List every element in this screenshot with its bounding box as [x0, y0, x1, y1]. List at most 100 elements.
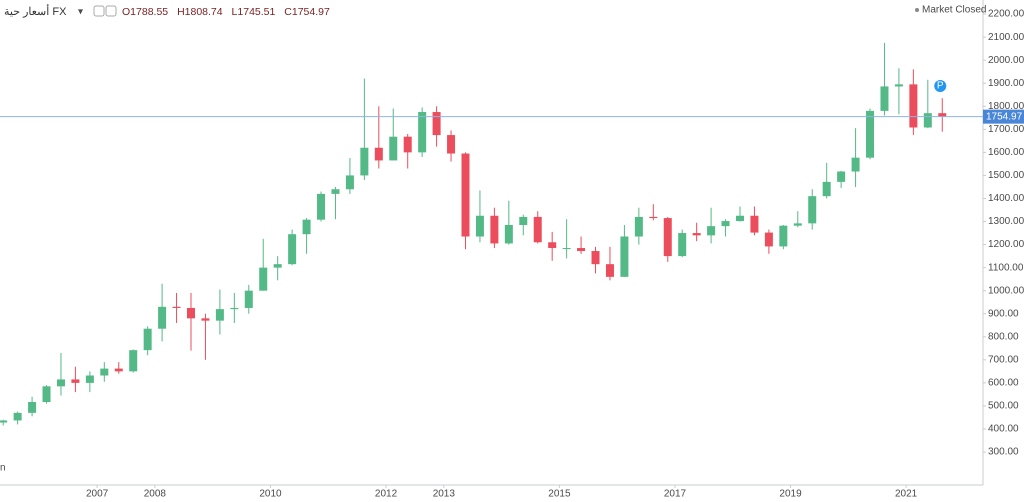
candle-body	[42, 386, 51, 403]
y-tick-label: 1900.00	[988, 78, 1024, 89]
ohlc-header: O1788.55 H1808.74 L1745.51 C1754.97	[122, 6, 330, 18]
candle-body	[403, 136, 412, 153]
y-tick-label: 500.00	[988, 401, 1019, 412]
candle-body	[735, 215, 744, 222]
candle-body	[302, 219, 311, 235]
candle-body	[114, 368, 123, 372]
candle-body	[172, 306, 181, 308]
y-tick-label: 1700.00	[988, 124, 1024, 135]
candle-body	[649, 216, 658, 219]
candle-body	[894, 84, 903, 87]
y-tick-label: 300.00	[988, 447, 1019, 458]
candle-body	[244, 290, 253, 308]
y-tick-label: 2000.00	[988, 55, 1024, 66]
candle-body	[28, 402, 37, 413]
candle-body	[663, 218, 672, 257]
candle-body	[432, 112, 441, 136]
high-label: H	[177, 6, 185, 18]
y-tick-label: 2100.00	[988, 32, 1024, 43]
x-tick-label: 2012	[375, 489, 398, 500]
x-tick-label: 2010	[259, 489, 282, 500]
x-tick-label: 2008	[144, 489, 167, 500]
close-label: C	[284, 6, 292, 18]
candle-body	[620, 236, 629, 277]
candle-body	[866, 110, 875, 158]
open-value: 1788.55	[130, 6, 168, 18]
candle-body	[345, 175, 354, 190]
candle-body	[259, 267, 268, 291]
candle-body	[317, 193, 326, 220]
dropdown-arrow[interactable]: ▾	[78, 7, 83, 18]
x-tick-label: 2007	[86, 489, 109, 500]
candle-body	[100, 368, 109, 376]
candle-body	[692, 233, 701, 236]
candle-body	[288, 234, 297, 265]
candle-body	[851, 157, 860, 172]
marker-label: P	[937, 81, 944, 92]
candle-body	[143, 328, 152, 351]
candle-body	[389, 136, 398, 161]
candle-body	[158, 306, 167, 329]
candle-body	[923, 113, 932, 128]
y-tick-label: 1300.00	[988, 216, 1024, 227]
x-tick-label: 2017	[664, 489, 687, 500]
candle-body	[360, 147, 369, 176]
candle-body	[634, 216, 643, 237]
market-status: Market Closed	[922, 5, 986, 16]
candle-body	[533, 216, 542, 243]
candle-body	[519, 216, 528, 225]
candle-body	[880, 86, 889, 111]
candle-body	[447, 135, 456, 154]
candle-body	[186, 307, 195, 319]
last-price-label: 1754.97	[986, 111, 1023, 122]
candle-body	[230, 307, 239, 310]
candle-body	[85, 375, 94, 383]
close-value: 1754.97	[292, 6, 330, 18]
y-tick-label: 1200.00	[988, 239, 1024, 250]
candle-body	[13, 412, 22, 421]
toolbar-icon[interactable]	[105, 5, 117, 17]
candle-body	[605, 264, 614, 277]
candle-body	[461, 153, 470, 237]
candle-body	[374, 147, 383, 161]
symbol: أسعار حية FX	[4, 4, 67, 18]
y-tick-label: 1800.00	[988, 101, 1024, 112]
y-tick-label: 400.00	[988, 424, 1019, 435]
low-value: 1745.51	[237, 6, 275, 18]
y-tick-label: 1400.00	[988, 193, 1024, 204]
x-tick-label: 2021	[895, 489, 918, 500]
candle-body	[215, 309, 224, 321]
candle-body	[71, 379, 80, 383]
left-fragment: n	[0, 463, 6, 474]
candle-body	[418, 112, 427, 153]
candle-body	[909, 84, 918, 128]
candle-body	[129, 350, 138, 372]
marker-icon	[934, 79, 947, 92]
y-tick-label: 600.00	[988, 378, 1019, 389]
candle-body	[938, 113, 947, 117]
candle-body	[764, 232, 773, 247]
open-label: O	[122, 6, 130, 18]
candle-body	[822, 181, 831, 197]
high-value: 1808.74	[185, 6, 223, 18]
low-label: L	[232, 6, 238, 18]
candle-body	[0, 420, 8, 423]
candle-body	[837, 171, 846, 182]
y-tick-label: 800.00	[988, 331, 1019, 342]
candle-body	[201, 318, 210, 321]
candle-body	[504, 224, 513, 244]
y-tick-label: 2200.00	[988, 9, 1024, 20]
y-tick-label: 1600.00	[988, 147, 1024, 158]
candle-body	[548, 242, 557, 249]
candle-body	[562, 248, 571, 250]
y-tick-label: 900.00	[988, 308, 1019, 319]
candle-body	[750, 215, 759, 233]
toolbar-icon[interactable]	[93, 5, 105, 17]
candle-body	[707, 226, 716, 236]
y-tick-label: 1500.00	[988, 170, 1024, 181]
candle-body	[808, 196, 817, 224]
x-tick-label: 2013	[433, 489, 456, 500]
candle-body	[331, 189, 340, 194]
